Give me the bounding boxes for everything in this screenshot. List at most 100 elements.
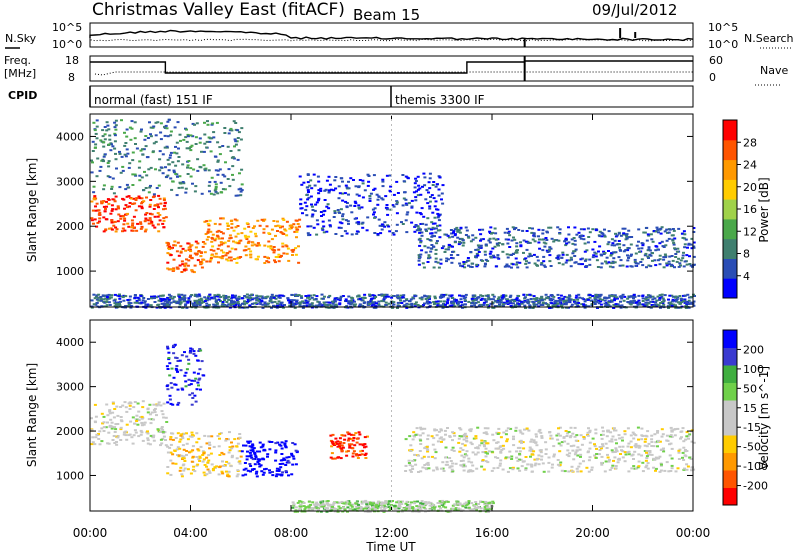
heatmap-cell <box>681 254 685 257</box>
heatmap-cell <box>449 229 453 231</box>
heatmap-cell <box>321 228 325 231</box>
heatmap-cell <box>565 238 568 241</box>
heatmap-cell <box>484 258 488 261</box>
heatmap-cell <box>173 151 177 154</box>
heatmap-cell <box>197 293 201 296</box>
heatmap-cell <box>511 263 515 266</box>
freq-label-line1: Freq. <box>4 54 31 67</box>
heatmap-cell <box>505 302 509 304</box>
heatmap-cell <box>377 294 381 296</box>
heatmap-cell <box>601 443 604 446</box>
heatmap-cell <box>211 233 215 236</box>
heatmap-cell <box>674 253 678 255</box>
heatmap-cell <box>198 460 202 462</box>
heatmap-cell <box>514 429 518 432</box>
heatmap-cell <box>137 302 141 305</box>
heatmap-cell <box>196 302 200 305</box>
heatmap-cell <box>143 170 146 173</box>
heatmap-cell <box>480 297 484 300</box>
heatmap-cell <box>114 119 118 122</box>
heatmap-cell <box>619 306 623 309</box>
heatmap-cell <box>107 442 111 445</box>
heatmap-cell <box>465 229 469 232</box>
heatmap-cell <box>366 435 369 438</box>
heatmap-cell <box>557 262 561 265</box>
heatmap-cell <box>425 230 428 232</box>
heatmap-cell <box>453 228 457 231</box>
heatmap-cell <box>629 446 633 449</box>
heatmap-cell <box>206 297 210 300</box>
heatmap-cell <box>233 218 237 221</box>
heatmap-cell <box>101 294 105 297</box>
heatmap-cell <box>532 253 536 256</box>
heatmap-cell <box>641 435 645 437</box>
heatmap-cell <box>185 140 189 143</box>
heatmap-cell <box>540 299 544 302</box>
heatmap-cell <box>563 240 567 243</box>
heatmap-cell <box>405 231 409 234</box>
heatmap-cell <box>432 197 436 200</box>
heatmap-cell <box>556 438 560 441</box>
heatmap-cell <box>162 197 166 200</box>
heatmap-cell <box>123 144 127 147</box>
heatmap-cell <box>392 303 396 306</box>
heatmap-cell <box>532 232 536 235</box>
heatmap-cell <box>295 236 298 239</box>
heatmap-cell <box>437 194 441 197</box>
heatmap-cell <box>516 446 520 449</box>
heatmap-cell <box>331 504 335 507</box>
heatmap-cell <box>541 249 545 252</box>
heatmap-cell <box>377 304 381 307</box>
heatmap-cell <box>435 466 439 469</box>
heatmap-cell <box>138 197 142 200</box>
heatmap-cell <box>189 349 192 352</box>
heatmap-cell <box>441 184 445 187</box>
heatmap-cell <box>281 217 285 220</box>
heatmap-cell <box>423 447 427 450</box>
heatmap-cell <box>451 297 455 299</box>
heatmap-cell <box>689 264 693 267</box>
heatmap-cell <box>155 414 158 417</box>
heatmap-cell <box>448 510 452 513</box>
heatmap-cell <box>632 297 635 300</box>
heatmap-cell <box>612 427 616 430</box>
heatmap-cell <box>141 299 145 302</box>
heatmap-cell <box>520 441 523 444</box>
heatmap-cell <box>656 445 659 448</box>
heatmap-cell <box>93 129 97 132</box>
heatmap-cell <box>133 401 137 403</box>
heatmap-cell <box>239 138 243 141</box>
heatmap-cell <box>427 301 431 304</box>
heatmap-cell <box>610 300 614 303</box>
heatmap-cell <box>606 243 610 246</box>
heatmap-cell <box>424 298 428 300</box>
heatmap-cell <box>588 293 592 296</box>
heatmap-cell <box>595 259 599 262</box>
heatmap-cell <box>320 227 324 230</box>
heatmap-cell <box>429 196 432 198</box>
heatmap-cell <box>421 222 425 225</box>
heatmap-cell <box>197 298 201 301</box>
heatmap-cell <box>208 447 212 450</box>
heatmap-cell <box>423 464 427 466</box>
heatmap-cell <box>420 506 424 509</box>
heatmap-cell <box>178 447 182 450</box>
heatmap-cell <box>564 300 568 303</box>
heatmap-cell <box>575 294 579 297</box>
heatmap-cell <box>452 302 456 305</box>
heatmap-cell <box>433 297 437 300</box>
heatmap-cell <box>113 408 117 410</box>
heatmap-cell <box>327 189 331 192</box>
heatmap-cell <box>236 232 240 235</box>
heatmap-cell <box>102 415 106 418</box>
heatmap-cell <box>128 162 132 165</box>
heatmap-cell <box>482 443 486 446</box>
heatmap-cell <box>153 295 157 298</box>
heatmap-cell <box>260 300 264 303</box>
heatmap-cell <box>189 149 193 152</box>
heatmap-cell <box>280 301 284 304</box>
heatmap-cell <box>287 474 290 477</box>
heatmap-cell <box>261 297 265 300</box>
heatmap-cell <box>130 127 134 130</box>
